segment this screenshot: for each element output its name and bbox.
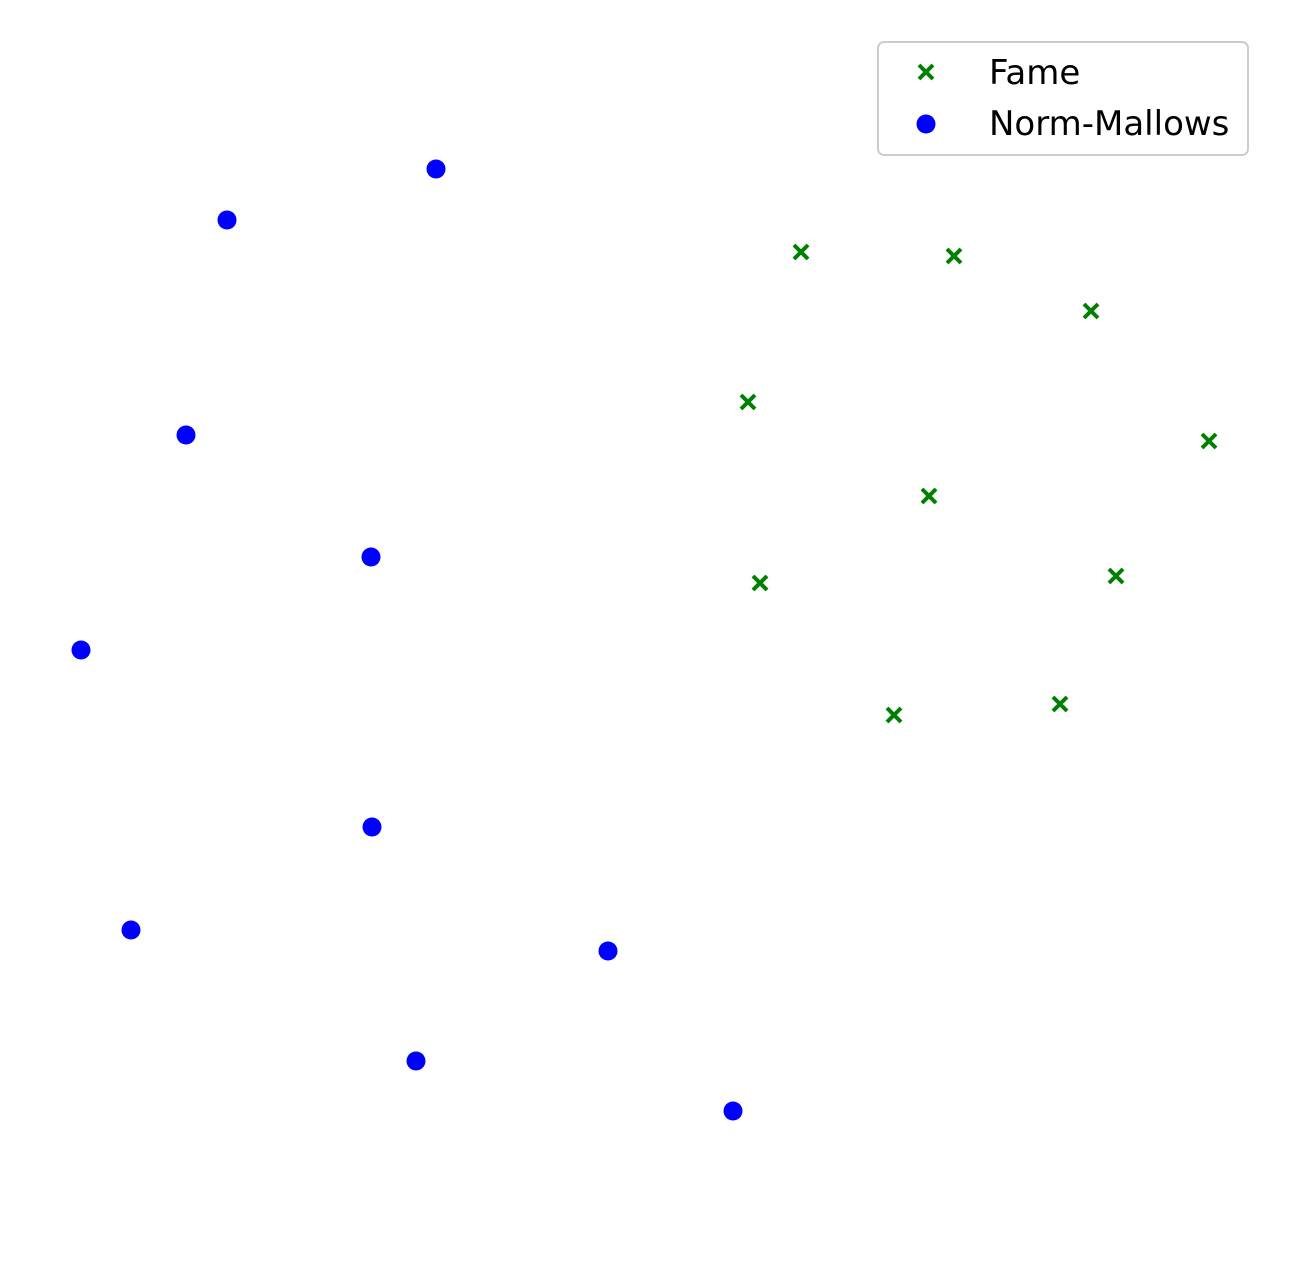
points-layer	[71, 159, 1218, 1121]
point-norm-mallows-7	[598, 941, 618, 961]
legend-label-fame: Fame	[989, 53, 1080, 93]
point-fame-5	[920, 487, 938, 505]
point-norm-mallows-6	[121, 920, 141, 940]
point-fame-3	[739, 393, 757, 411]
point-fame-6	[751, 574, 769, 592]
legend-marker-norm-mallows	[916, 114, 936, 134]
point-fame-8	[885, 706, 903, 724]
point-norm-mallows-3	[361, 547, 381, 567]
point-fame-0	[792, 243, 810, 261]
point-norm-mallows-8	[406, 1051, 426, 1071]
point-fame-9	[1051, 695, 1069, 713]
legend-entry-norm-mallows: Norm-Mallows	[916, 104, 1229, 144]
legend-marker-fame	[917, 63, 935, 81]
point-fame-7	[1107, 567, 1125, 585]
point-norm-mallows-1	[217, 210, 237, 230]
legend: Fame Norm-Mallows	[877, 41, 1249, 156]
legend-box	[877, 41, 1249, 156]
legend-entry-fame: Fame	[917, 53, 1080, 93]
point-norm-mallows-2	[176, 425, 196, 445]
legend-label-norm-mallows: Norm-Mallows	[989, 104, 1229, 144]
point-norm-mallows-5	[362, 817, 382, 837]
point-norm-mallows-0	[426, 159, 446, 179]
point-norm-mallows-4	[71, 640, 91, 660]
point-norm-mallows-9	[723, 1101, 743, 1121]
point-fame-1	[945, 247, 963, 265]
point-fame-2	[1082, 302, 1100, 320]
point-fame-4	[1200, 432, 1218, 450]
